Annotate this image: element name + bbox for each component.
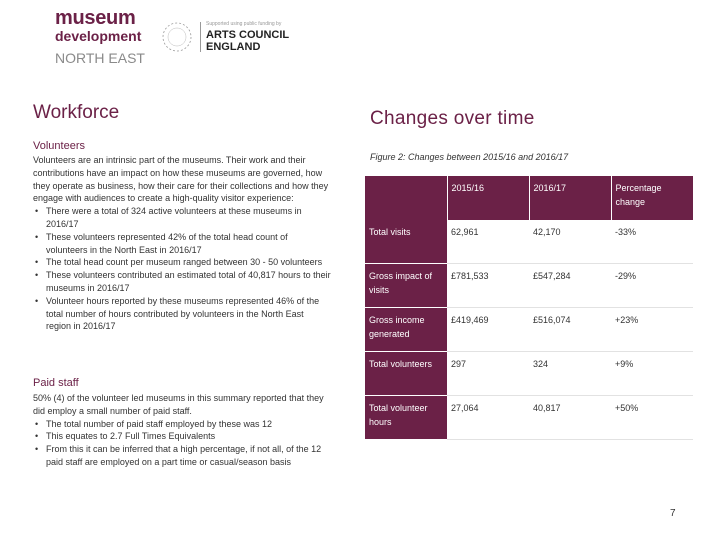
row-label: Total visits bbox=[365, 220, 447, 264]
table-header-cell: 2015/16 bbox=[447, 176, 530, 220]
row-label: Gross impact of visits bbox=[365, 263, 447, 308]
ace-name-line1: ARTS COUNCIL bbox=[206, 29, 290, 41]
table-cell: +23% bbox=[611, 307, 693, 352]
list-item: The total number of paid staff employed … bbox=[33, 418, 331, 431]
workforce-heading: Workforce bbox=[33, 102, 120, 123]
table-cell: £516,074 bbox=[529, 307, 611, 352]
ace-name: ARTS COUNCIL ENGLAND bbox=[206, 29, 289, 53]
list-item: These volunteers represented 42% of the … bbox=[33, 231, 331, 257]
table-cell: 42,170 bbox=[529, 220, 611, 264]
table-cell: 27,064 bbox=[447, 395, 529, 440]
logo-line-museum: museum bbox=[55, 7, 136, 29]
logo-line-development: development bbox=[55, 28, 142, 44]
changes-table: 2015/16 2016/17 Percentage change Total … bbox=[365, 176, 694, 440]
list-item: From this it can be inferred that a high… bbox=[33, 443, 331, 469]
paid-staff-intro: 50% (4) of the volunteer led museums in … bbox=[33, 393, 324, 416]
table-row: Total volunteer hours 27,064 40,817 +50% bbox=[365, 395, 693, 440]
table-row: Total visits 62,961 42,170 -33% bbox=[365, 220, 693, 264]
paid-staff-heading: Paid staff bbox=[33, 377, 79, 389]
list-item: There were a total of 324 active volunte… bbox=[33, 205, 331, 231]
table-header-cell: 2016/17 bbox=[529, 176, 612, 220]
paid-staff-bullets: The total number of paid staff employed … bbox=[33, 418, 331, 469]
row-label: Total volunteers bbox=[365, 351, 447, 396]
table-cell: -33% bbox=[611, 220, 693, 264]
ace-funding-text: Supported using public funding by bbox=[206, 21, 282, 27]
table-cell: 297 bbox=[447, 351, 529, 396]
table-cell: 40,817 bbox=[529, 395, 611, 440]
arts-council-seal-icon bbox=[162, 22, 192, 52]
page-number: 7 bbox=[670, 508, 676, 519]
table-cell: £419,469 bbox=[447, 307, 529, 352]
table-cell: +50% bbox=[611, 395, 693, 440]
ace-name-line2: ENGLAND bbox=[206, 41, 261, 53]
table-cell: -29% bbox=[611, 263, 693, 308]
list-item: Volunteer hours reported by these museum… bbox=[33, 295, 331, 333]
paid-staff-section: 50% (4) of the volunteer led museums in … bbox=[33, 392, 331, 469]
table-row: Gross income generated £419,469 £516,074… bbox=[365, 307, 693, 352]
table-header-row: 2015/16 2016/17 Percentage change bbox=[365, 176, 694, 220]
table-row: Total volunteers 297 324 +9% bbox=[365, 351, 693, 396]
list-item: This equates to 2.7 Full Times Equivalen… bbox=[33, 430, 331, 443]
table-header-cell: Percentage change bbox=[611, 176, 694, 220]
row-label: Gross income generated bbox=[365, 307, 447, 352]
table-cell: +9% bbox=[611, 351, 693, 396]
table-row: Gross impact of visits £781,533 £547,284… bbox=[365, 263, 693, 308]
table-cell: 324 bbox=[529, 351, 611, 396]
row-label: Total volunteer hours bbox=[365, 395, 447, 440]
volunteers-section: Volunteers are an intrinsic part of the … bbox=[33, 154, 331, 333]
museum-development-logo: museum development NORTH EAST bbox=[55, 8, 145, 68]
list-item: These volunteers contributed an estimate… bbox=[33, 269, 331, 295]
table-cell: 62,961 bbox=[447, 220, 529, 264]
logo-divider bbox=[200, 22, 201, 52]
volunteers-heading: Volunteers bbox=[33, 140, 85, 152]
table-cell: £547,284 bbox=[529, 263, 611, 308]
list-item: The total head count per museum ranged b… bbox=[33, 256, 331, 269]
volunteers-bullets: There were a total of 324 active volunte… bbox=[33, 205, 331, 333]
figure-caption: Figure 2: Changes between 2015/16 and 20… bbox=[370, 152, 569, 162]
changes-over-time-heading: Changes over time bbox=[370, 108, 535, 129]
table-header-cell bbox=[365, 176, 448, 220]
volunteers-intro: Volunteers are an intrinsic part of the … bbox=[33, 155, 329, 204]
table-cell: £781,533 bbox=[447, 263, 529, 308]
logo-line-north-east: NORTH EAST bbox=[55, 50, 145, 66]
